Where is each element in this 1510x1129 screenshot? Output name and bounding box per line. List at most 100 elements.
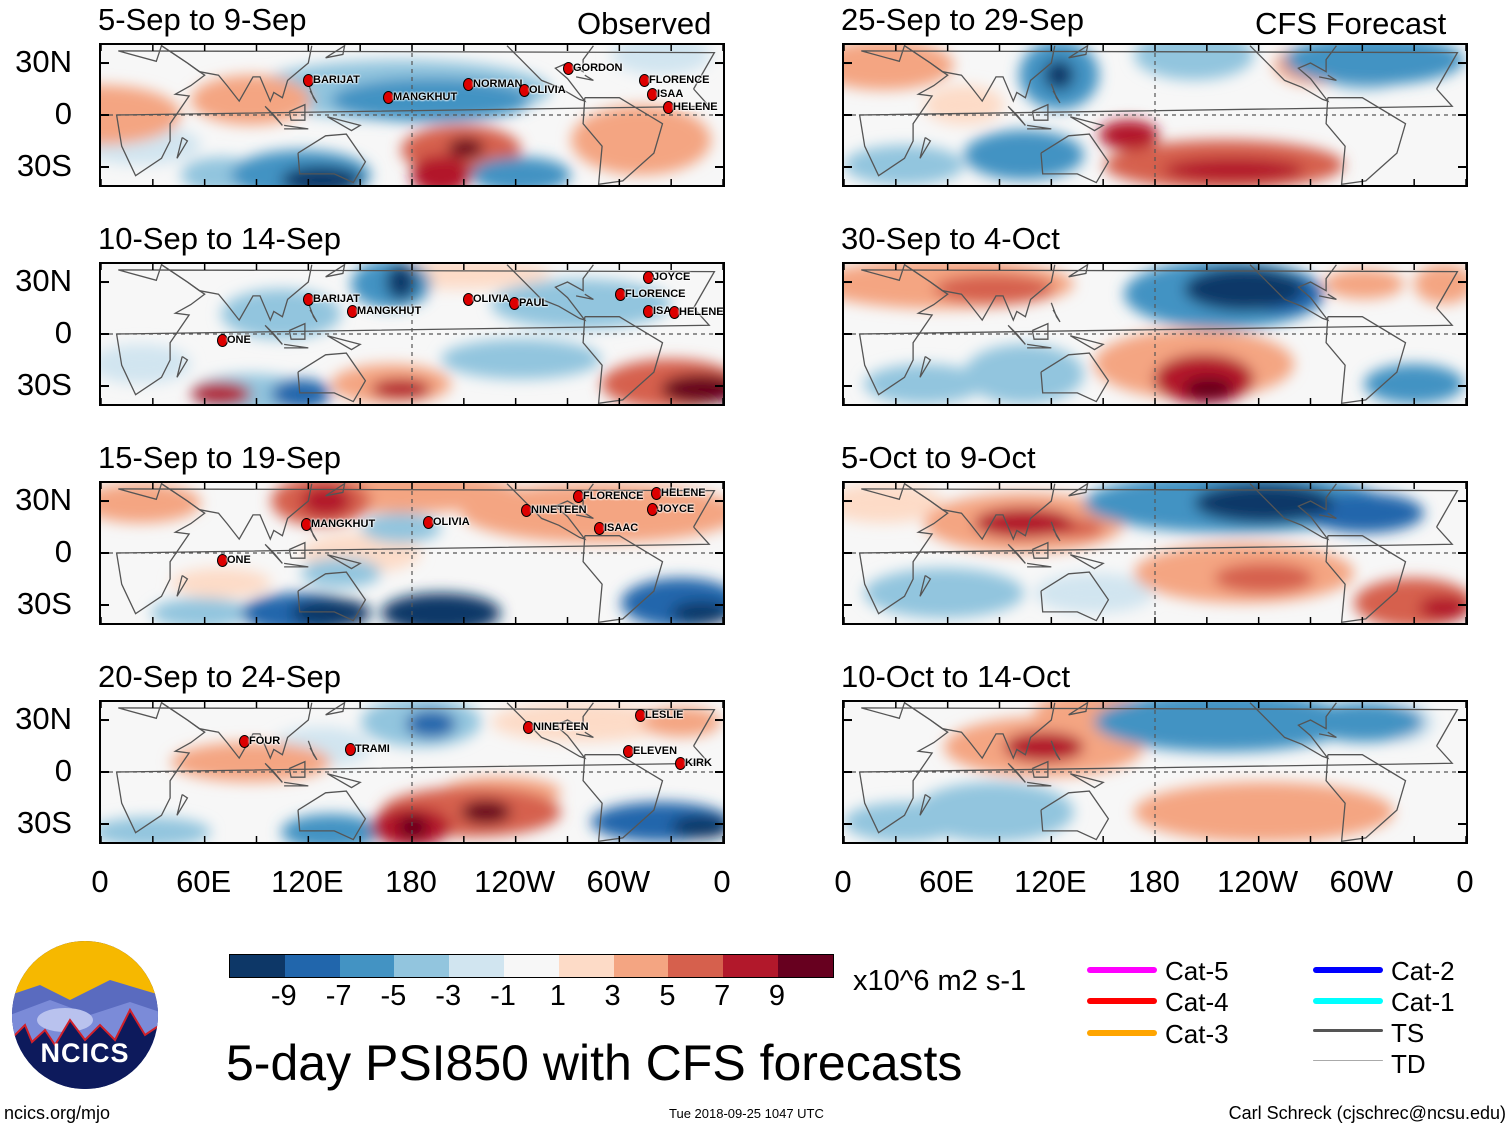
coastline (904, 702, 1056, 760)
coastline (161, 702, 313, 760)
anomaly-contour (1234, 802, 1354, 832)
coastline (325, 45, 346, 59)
coastline (575, 512, 594, 520)
storm-label: ONE (227, 334, 251, 346)
colorbar-swatch (449, 955, 504, 977)
coastline (288, 541, 306, 559)
coastline (284, 343, 309, 349)
anomaly-contour (641, 707, 721, 737)
anomaly-contour (964, 130, 1084, 180)
anomaly-contour (571, 105, 711, 175)
hurricane-icon (303, 74, 314, 87)
panel-title: 5-Oct to 9-Oct (841, 440, 1036, 475)
coastline (297, 790, 367, 841)
observed-map-panel: BARIJAT MANGKHUT OLIVIA PAUL JOYCE FLORENCE IS… (99, 262, 725, 406)
anomaly-contour (191, 382, 251, 404)
colorbar-tick-label: -5 (380, 980, 407, 1012)
anomaly-contour (864, 568, 1024, 618)
coastline (919, 574, 932, 597)
hurricane-icon (573, 490, 584, 503)
hurricane-icon (521, 504, 532, 517)
coastline (1031, 103, 1049, 121)
coastline (326, 116, 362, 132)
anomaly-contour (844, 45, 954, 90)
hurricane-icon (651, 487, 662, 500)
lat-tick-label: 0 (54, 534, 72, 569)
forecast-label: CFS Forecast (1255, 6, 1447, 41)
lat-tick-label: 30S (16, 805, 72, 840)
coastline (325, 702, 346, 716)
colorbar-tick-label: -1 (490, 980, 516, 1012)
coastline (1069, 773, 1105, 789)
hurricane-icon (423, 516, 434, 529)
anomaly-contour (411, 155, 471, 185)
storm-label: BARIJAT (313, 74, 360, 86)
anomaly-contour (1214, 563, 1314, 593)
legend-line-cat-1 (1313, 998, 1383, 1004)
coastline (307, 740, 318, 761)
panel-title: 15-Sep to 19-Sep (98, 440, 342, 475)
coastline (1249, 264, 1337, 322)
anomaly-contour (448, 138, 484, 158)
anomaly-contour (361, 513, 441, 543)
storm-label: FLORENCE (625, 288, 686, 300)
coastline (297, 352, 367, 403)
anomaly-contour (864, 364, 984, 404)
panel-title: 30-Sep to 4-Oct (841, 221, 1060, 256)
coastline (1069, 554, 1105, 570)
lat-tick-label: 0 (54, 315, 72, 350)
hurricane-icon (563, 62, 574, 75)
colorbar-tick-label: 1 (549, 980, 566, 1012)
hurricane-icon (463, 78, 474, 91)
lon-tick-label: 0 (91, 864, 109, 899)
legend-line-td (1313, 1060, 1383, 1061)
lon-tick-label: 60W (586, 864, 651, 899)
observed-map-panel: BARIJAT MANGKHUT NORMAN OLIVIA GORDON FLORENC… (99, 43, 725, 187)
footer-timestamp: Tue 2018-09-25 1047 UTC (669, 1106, 824, 1121)
hurricane-icon (594, 522, 605, 535)
hurricane-icon (303, 293, 314, 306)
coastline (858, 45, 1459, 177)
coastline (1325, 316, 1407, 404)
coastline (1031, 322, 1049, 340)
storm-label: ELEVEN (633, 745, 678, 757)
coastline (1040, 133, 1110, 184)
psi850-anomaly-map (844, 702, 1466, 842)
coastline (582, 316, 664, 404)
lon-tick-label: 120E (271, 864, 344, 899)
coastline (1068, 45, 1089, 59)
storm-label: NINETEEN (533, 721, 589, 733)
colorbar-swatch (339, 955, 395, 977)
storm-label: BARIJAT (313, 293, 360, 305)
storm-label: MANGKHUT (357, 305, 422, 317)
coastline (1318, 293, 1337, 301)
coastline (1318, 74, 1337, 82)
anomaly-contour (386, 264, 416, 300)
hurricane-icon (635, 709, 646, 722)
anomaly-contour (441, 339, 601, 379)
coastline (1050, 740, 1061, 761)
storm-label: HELENE (661, 487, 706, 499)
anomaly-contour (844, 802, 964, 842)
legend-line-cat-2 (1313, 967, 1383, 973)
anomaly-contour (671, 815, 723, 839)
lat-tick-label: 30S (16, 148, 72, 183)
coastline (1249, 483, 1337, 541)
coastline (264, 324, 283, 345)
logo-text: NCICS (40, 1038, 130, 1068)
colorbar-swatch (558, 955, 614, 977)
anomaly-contour (964, 344, 1084, 404)
coastline (326, 554, 362, 570)
coastline (904, 45, 1056, 103)
coastline (176, 136, 189, 159)
coastline (919, 355, 932, 378)
psi850-anomaly-map (101, 483, 723, 623)
ncics-logo: NCICS (10, 940, 160, 1090)
anomaly-contour (1004, 732, 1084, 762)
coastline (326, 773, 362, 789)
coastline (1027, 562, 1052, 568)
coastline (506, 702, 594, 760)
legend-label: Cat-5 (1165, 956, 1229, 986)
hurricane-icon (239, 735, 250, 748)
footer-url[interactable]: ncics.org/mjo (4, 1103, 111, 1123)
